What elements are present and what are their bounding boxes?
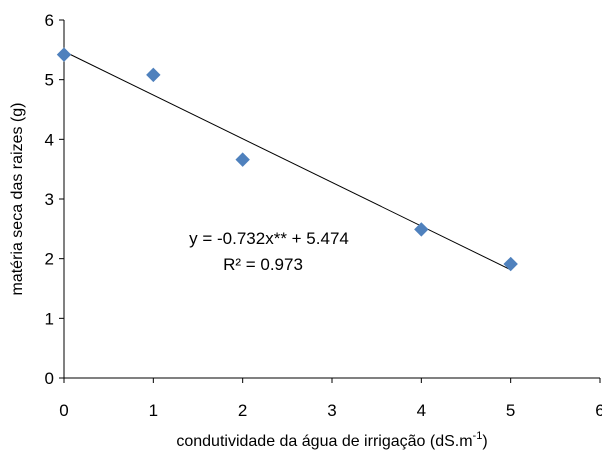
y-tick-label: 4 — [45, 130, 54, 149]
y-axis-title: matéria seca das raizes (g) — [9, 103, 26, 296]
trendline — [63, 50, 511, 271]
data-points — [56, 47, 518, 272]
trendline-equation: y = -0.732x** + 5.474 — [189, 229, 349, 248]
x-axis-title-suffix: ) — [482, 433, 487, 450]
y-tick-label: 6 — [45, 11, 54, 30]
x-tick-label: 3 — [327, 401, 336, 420]
data-point-1 — [146, 67, 161, 83]
x-tick-label: 4 — [417, 401, 426, 420]
axes — [63, 20, 600, 379]
y-ticks: 0 1 2 3 4 5 6 — [45, 11, 64, 388]
x-tick-label: 0 — [59, 401, 68, 420]
y-tick-label: 0 — [45, 369, 54, 388]
y-tick-label: 5 — [45, 71, 54, 90]
x-axis-title: condutividade da água de irrigação (dS.m… — [176, 430, 487, 450]
y-tick-label: 3 — [45, 190, 54, 209]
x-axis-title-superscript: -1 — [473, 430, 483, 442]
x-tick-label: 1 — [149, 401, 158, 420]
x-tick-label: 6 — [595, 401, 602, 420]
r-squared-label: R² = 0.973 — [223, 255, 303, 274]
y-tick-label: 2 — [45, 250, 54, 269]
data-point-0 — [56, 47, 72, 62]
x-tick-label: 2 — [238, 401, 247, 420]
y-tick-label: 1 — [45, 309, 54, 328]
data-point-2 — [235, 152, 250, 167]
data-point-3 — [414, 222, 429, 237]
x-tick-label: 5 — [506, 401, 515, 420]
x-ticks: 0 1 2 3 4 5 6 — [59, 378, 602, 420]
data-point-4 — [503, 256, 518, 272]
